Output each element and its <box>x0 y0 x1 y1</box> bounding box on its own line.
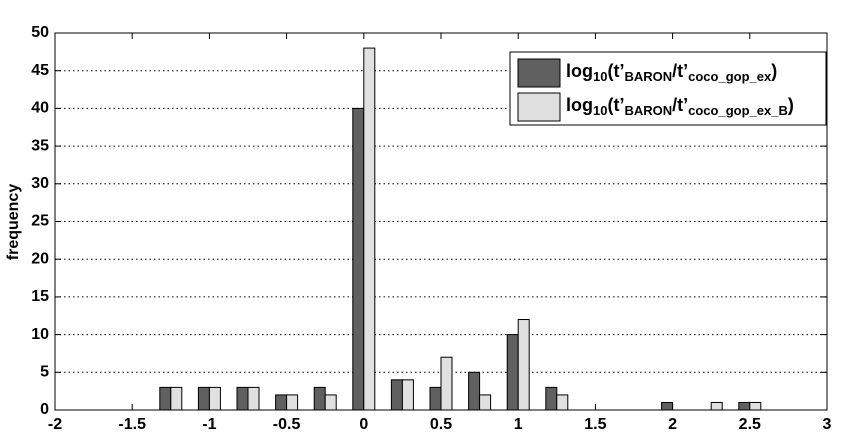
y-tick-label: 45 <box>31 62 49 79</box>
legend-label-part: (t’ <box>607 95 624 115</box>
y-tick-label: 10 <box>31 326 49 343</box>
bar <box>275 394 288 411</box>
legend-swatch <box>517 92 561 122</box>
bar <box>738 401 751 411</box>
y-tick-label: 20 <box>31 250 49 267</box>
y-tick-label: 35 <box>31 137 49 154</box>
x-tick-label: -1 <box>202 416 216 433</box>
legend-swatch <box>517 58 561 88</box>
legend-label-part: (t’ <box>607 61 624 81</box>
legend-label-part: ) <box>788 95 794 115</box>
y-tick-label: 15 <box>31 288 49 305</box>
legend-label-part: BARON <box>624 69 672 84</box>
bar <box>170 386 183 411</box>
y-tick-label: 50 <box>31 24 49 41</box>
bar <box>363 47 376 411</box>
legend-label: log10(t’BARON/t’coco_gop_ex) <box>566 61 777 85</box>
legend-label-part: log <box>566 95 593 115</box>
x-tick-label: 1 <box>514 416 523 433</box>
bar <box>324 394 337 411</box>
bar <box>313 386 326 411</box>
bar <box>506 334 519 411</box>
x-tick-label: 2 <box>668 416 677 433</box>
y-tick-label: 5 <box>40 364 49 381</box>
bar <box>661 401 674 411</box>
y-axis-label: frequency <box>5 184 22 261</box>
legend-label-part: ) <box>771 61 777 81</box>
legend-label-part: /t’ <box>672 95 688 115</box>
legend-label: log10(t’BARON/t’coco_gop_ex_B) <box>566 95 794 119</box>
y-tick-label: 0 <box>40 401 49 418</box>
bar <box>208 386 221 411</box>
bar <box>390 379 403 411</box>
y-tick-label: 40 <box>31 100 49 117</box>
legend-label-part: BARON <box>624 103 672 118</box>
x-tick-label: 2.5 <box>739 416 761 433</box>
legend-label-part: log <box>566 61 593 81</box>
legend-label-part: coco_gop_ex_B <box>688 103 788 118</box>
legend-label-part: /t’ <box>672 61 688 81</box>
legend-label-part: coco_gop_ex <box>688 69 772 84</box>
x-tick-label: 3 <box>823 416 832 433</box>
bar <box>352 107 365 411</box>
legend: log10(t’BARON/t’coco_gop_ex)log10(t’BARO… <box>509 51 827 126</box>
bar <box>401 379 414 411</box>
bar <box>749 401 762 411</box>
legend-label-part: 10 <box>593 69 607 84</box>
bar <box>429 386 442 411</box>
bar <box>159 386 172 411</box>
x-tick-label: 0 <box>359 416 368 433</box>
legend-label-part: 10 <box>593 103 607 118</box>
bar <box>468 371 481 411</box>
legend-box <box>509 51 827 126</box>
bar <box>197 386 210 411</box>
plot-frame <box>54 32 828 411</box>
bar <box>247 386 260 411</box>
y-tick-label: 25 <box>31 213 49 230</box>
bar <box>440 356 453 411</box>
x-tick-label: 1.5 <box>584 416 606 433</box>
x-tick-label: -1.5 <box>118 416 146 433</box>
x-tick-label: -0.5 <box>273 416 301 433</box>
bar <box>479 394 492 411</box>
bar <box>710 401 723 411</box>
x-tick-label: 0.5 <box>430 416 452 433</box>
bar <box>517 319 530 411</box>
bar <box>545 386 558 411</box>
y-tick-label: 30 <box>31 175 49 192</box>
bar <box>286 394 299 411</box>
bar <box>556 394 569 411</box>
x-tick-label: -2 <box>48 416 62 433</box>
bar <box>236 386 249 411</box>
